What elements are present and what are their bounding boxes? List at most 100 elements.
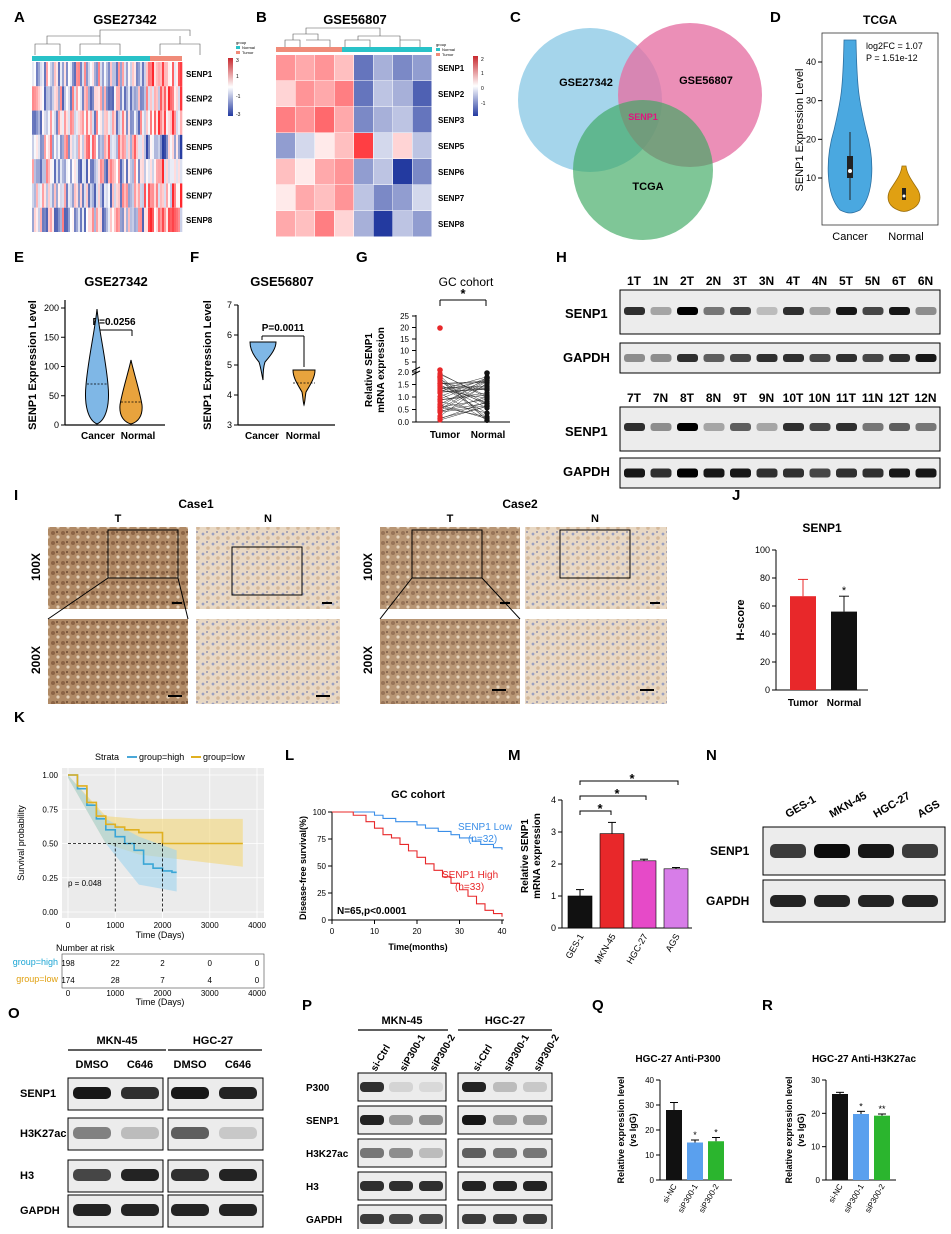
heatmap-cell <box>180 86 182 110</box>
heatmap-cell <box>166 86 168 110</box>
panel-l-ylabel: Disease-free survival(%) <box>298 816 308 920</box>
heatmap-cell <box>132 86 134 110</box>
heatmap-cell <box>144 208 146 232</box>
blot-band <box>730 307 751 315</box>
heatmap-cell <box>66 159 68 183</box>
heatmap-cell <box>114 86 116 110</box>
panel-q-title: HGC-27 Anti-P300 <box>635 1054 721 1065</box>
blot-band <box>810 307 831 315</box>
heatmap-cell <box>168 159 170 183</box>
heatmap-cell <box>88 86 90 110</box>
heatmap-cell <box>118 183 120 207</box>
blot-band <box>389 1181 413 1191</box>
panel-r-ylabel2: (vs IgG) <box>796 1113 806 1147</box>
heatmap-cell <box>72 135 74 159</box>
heatmap-cell <box>120 135 122 159</box>
heatmap-cell <box>152 111 154 135</box>
heatmap-cell <box>80 86 82 110</box>
panel-i-case1: Case1 <box>178 497 214 511</box>
heatmap-cell <box>100 208 102 232</box>
gene-label: SENP2 <box>186 94 213 103</box>
panel-l-title: GC cohort <box>391 789 445 801</box>
heatmap-cell <box>44 135 46 159</box>
heatmap-cell <box>90 183 92 207</box>
tumor-point <box>437 385 442 390</box>
heatmap-cell <box>64 111 66 135</box>
heatmap-cell <box>88 183 90 207</box>
heatmap-cell <box>112 62 114 86</box>
ihc-case1-tumor-100x <box>48 527 188 609</box>
heatmap-cell <box>52 208 54 232</box>
heatmap-cell <box>120 86 122 110</box>
heatmap-cell <box>84 62 86 86</box>
y-tick-label: 1 <box>551 891 556 901</box>
panel-e-violin-normal <box>120 360 142 424</box>
y-tick-label: 10 <box>645 1151 654 1160</box>
heatmap-cell <box>66 208 68 232</box>
bar <box>790 596 816 690</box>
panel-i-case2-n: N <box>591 513 599 525</box>
panel-letter-p: P <box>302 997 312 1014</box>
heatmap-cell <box>158 62 160 86</box>
heatmap-cell <box>122 111 124 135</box>
heatmap-cell <box>80 62 82 86</box>
heatmap-cell <box>34 86 36 110</box>
blot-band <box>493 1082 517 1092</box>
heatmap-cell <box>38 62 40 86</box>
blot-band <box>73 1169 111 1181</box>
blot-band <box>889 307 910 315</box>
heatmap-cell <box>120 159 122 183</box>
heatmap-cell <box>174 62 176 86</box>
heatmap-cell <box>106 86 108 110</box>
panel-j-xcat-normal: Normal <box>827 698 862 709</box>
normal-point <box>484 395 489 400</box>
blot-band <box>219 1204 257 1216</box>
heatmap-cell <box>146 86 148 110</box>
blot-band <box>814 895 850 907</box>
panel-d-xcat-cancer: Cancer <box>832 231 868 243</box>
blot-band <box>493 1115 517 1125</box>
heatmap-cell <box>118 135 120 159</box>
heatmap-cell <box>60 86 62 110</box>
heatmap-cell <box>118 208 120 232</box>
heatmap-cell <box>144 183 146 207</box>
heatmap-cell <box>92 208 94 232</box>
lane-label: MKN-45 <box>828 790 869 821</box>
heatmap-cell <box>46 135 48 159</box>
heatmap-cell <box>148 159 150 183</box>
heatmap-cell <box>126 183 128 207</box>
blot-band <box>889 354 910 362</box>
tumor-point <box>437 367 443 373</box>
heatmap-cell <box>70 159 72 183</box>
heatmap-cell <box>170 183 172 207</box>
heatmap-cell <box>72 159 74 183</box>
blot-band <box>730 423 751 431</box>
heatmap-cell <box>80 183 82 207</box>
heatmap-cell <box>160 208 162 232</box>
band-label: H3 <box>306 1182 319 1193</box>
heatmap-cell <box>58 135 60 159</box>
blot-band <box>889 423 910 431</box>
heatmap-cell <box>120 208 122 232</box>
heatmap-cell <box>136 86 138 110</box>
heatmap-cell <box>34 62 36 86</box>
x-tick-label: 30 <box>455 927 464 936</box>
heatmap-cell <box>180 62 182 86</box>
panel-a-color-scale <box>228 58 233 116</box>
heatmap-cell <box>48 159 50 183</box>
y-tick-label: 25 <box>400 312 409 321</box>
band-label: H3 <box>20 1170 34 1182</box>
blot-band <box>171 1169 209 1181</box>
y-tick-label: 1.00 <box>42 771 58 780</box>
heatmap-cell <box>92 86 94 110</box>
heatmap-cell <box>156 62 158 86</box>
blot-band <box>757 354 778 362</box>
heatmap-cell <box>136 135 138 159</box>
y-tick-label: 2.0 <box>398 368 410 377</box>
heatmap-cell <box>148 86 150 110</box>
heatmap-cell <box>34 208 36 232</box>
